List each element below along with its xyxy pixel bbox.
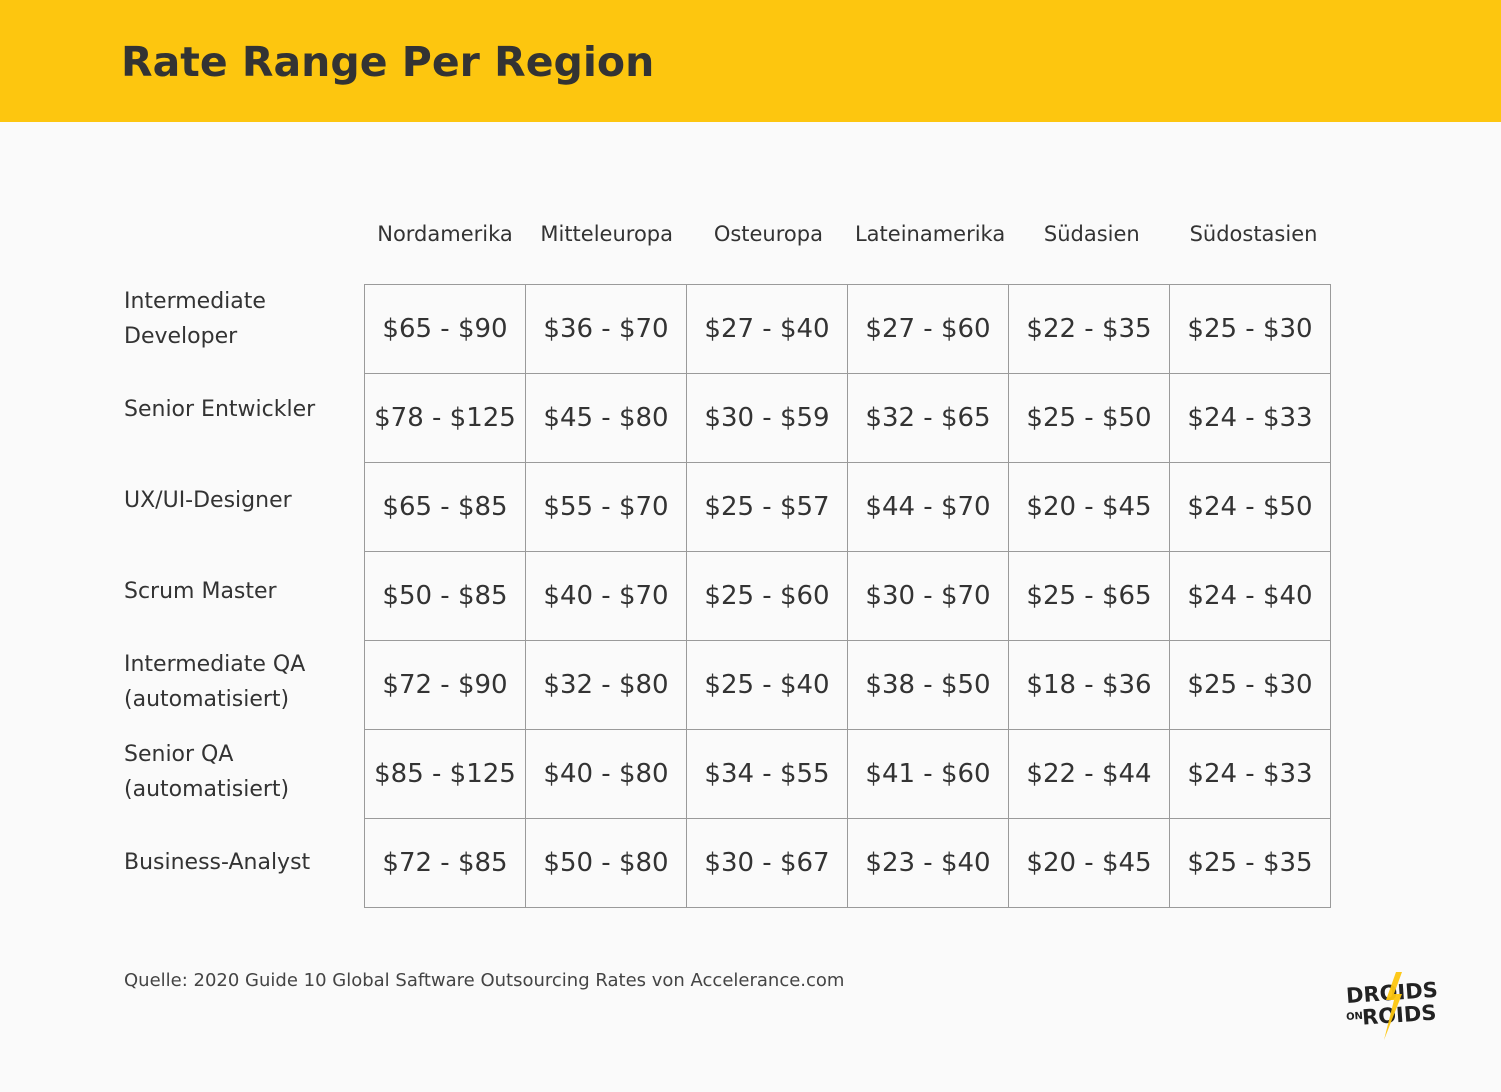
row-label: Intermediate QA (automatisiert) bbox=[124, 651, 306, 712]
row-label: UX/UI-Designer bbox=[124, 487, 292, 513]
rate-cell: $25 - $30 bbox=[1169, 284, 1331, 374]
rate-cell: $24 - $33 bbox=[1169, 373, 1331, 463]
rate-cell: $27 - $40 bbox=[686, 284, 848, 374]
rate-cell: $18 - $36 bbox=[1008, 640, 1170, 730]
column-header: Südasien bbox=[1043, 222, 1140, 246]
row-label: Business-Analyst bbox=[124, 850, 311, 876]
column-header: Lateinamerika bbox=[854, 222, 1006, 246]
rate-cell: $78 - $125 bbox=[364, 373, 526, 463]
rate-table: $65 - $90 $36 - $70 $27 - $40 $27 - $60 $22 … bbox=[364, 284, 1331, 908]
rate-cell: $30 - $59 bbox=[686, 373, 848, 463]
column-header: Mitteleuropa bbox=[540, 222, 673, 246]
rate-cell: $72 - $85 bbox=[364, 818, 526, 908]
rate-cell: $20 - $45 bbox=[1008, 818, 1170, 908]
rate-cell: $30 - $70 bbox=[847, 551, 1009, 641]
rate-cell: $25 - $65 bbox=[1008, 551, 1170, 641]
rate-cell: $41 - $60 bbox=[847, 729, 1009, 819]
rate-cell: $85 - $125 bbox=[364, 729, 526, 819]
rate-cell: $50 - $85 bbox=[364, 551, 526, 641]
column-header: Osteuropa bbox=[713, 222, 823, 246]
lightning-bolt-icon bbox=[1384, 972, 1402, 1040]
logo-text-small: ON bbox=[1346, 1011, 1364, 1023]
source-note: Quelle: 2020 Guide 10 Global Saftware Ou… bbox=[124, 970, 845, 991]
rate-cell: $23 - $40 bbox=[847, 818, 1009, 908]
rate-cell: $38 - $50 bbox=[847, 640, 1009, 730]
row-label: Senior QA (automatisiert) bbox=[124, 742, 290, 803]
rate-cell: $65 - $85 bbox=[364, 462, 526, 552]
logo-text-bottom: ROIDS bbox=[1361, 1000, 1437, 1029]
row-label: Intermediate Developer bbox=[124, 289, 266, 350]
rate-cell: $25 - $40 bbox=[686, 640, 848, 730]
rate-cell: $55 - $70 bbox=[525, 462, 687, 552]
rate-cell: $50 - $80 bbox=[525, 818, 687, 908]
rate-cell: $72 - $90 bbox=[364, 640, 526, 730]
rate-cell: $36 - $70 bbox=[525, 284, 687, 374]
table-row: $65 - $90 $36 - $70 $27 - $40 $27 - $60 $22 … bbox=[364, 284, 1331, 374]
column-header: Südostasien bbox=[1189, 222, 1318, 246]
table-row: $65 - $85 $55 - $70 $25 - $57 $44 - $70 $20 … bbox=[364, 462, 1331, 552]
page-title: Rate Range Per Region bbox=[121, 38, 655, 86]
row-label: Scrum Master bbox=[124, 578, 277, 604]
table-row: $78 - $125 $45 - $80 $30 - $59 $32 - $65 $25… bbox=[364, 373, 1331, 463]
rate-cell: $25 - $30 bbox=[1169, 640, 1331, 730]
rate-cell: $40 - $80 bbox=[525, 729, 687, 819]
rate-cell: $24 - $50 bbox=[1169, 462, 1331, 552]
rate-cell: $27 - $60 bbox=[847, 284, 1009, 374]
rate-cell: $25 - $35 bbox=[1169, 818, 1331, 908]
table-row: $85 - $125 $40 - $80 $34 - $55 $41 - $60 $22… bbox=[364, 729, 1331, 819]
row-label: Senior Entwickler bbox=[124, 397, 316, 423]
rate-cell: $40 - $70 bbox=[525, 551, 687, 641]
rate-cell: $65 - $90 bbox=[364, 284, 526, 374]
rate-cell: $24 - $33 bbox=[1169, 729, 1331, 819]
rate-cell: $25 - $50 bbox=[1008, 373, 1170, 463]
column-header: Nordamerika bbox=[377, 222, 513, 246]
rate-cell: $22 - $35 bbox=[1008, 284, 1170, 374]
rate-cell: $30 - $67 bbox=[686, 818, 848, 908]
rate-cell: $32 - $80 bbox=[525, 640, 687, 730]
rate-cell: $32 - $65 bbox=[847, 373, 1009, 463]
table-row: $72 - $85 $50 - $80 $30 - $67 $23 - $40 $20 … bbox=[364, 818, 1331, 908]
table-row: $72 - $90 $32 - $80 $25 - $40 $38 - $50 $18 … bbox=[364, 640, 1331, 730]
rate-cell: $45 - $80 bbox=[525, 373, 687, 463]
droids-on-roids-logo: DROIDS ON ROIDS bbox=[1345, 972, 1439, 1040]
table-row: $50 - $85 $40 - $70 $25 - $60 $30 - $70 $25 … bbox=[364, 551, 1331, 641]
rate-cell: $22 - $44 bbox=[1008, 729, 1170, 819]
header-banner: Rate Range Per Region bbox=[0, 0, 1501, 122]
rate-cell: $20 - $45 bbox=[1008, 462, 1170, 552]
rate-cell: $24 - $40 bbox=[1169, 551, 1331, 641]
rate-cell: $34 - $55 bbox=[686, 729, 848, 819]
rate-cell: $44 - $70 bbox=[847, 462, 1009, 552]
rate-cell: $25 - $60 bbox=[686, 551, 848, 641]
rate-cell: $25 - $57 bbox=[686, 462, 848, 552]
